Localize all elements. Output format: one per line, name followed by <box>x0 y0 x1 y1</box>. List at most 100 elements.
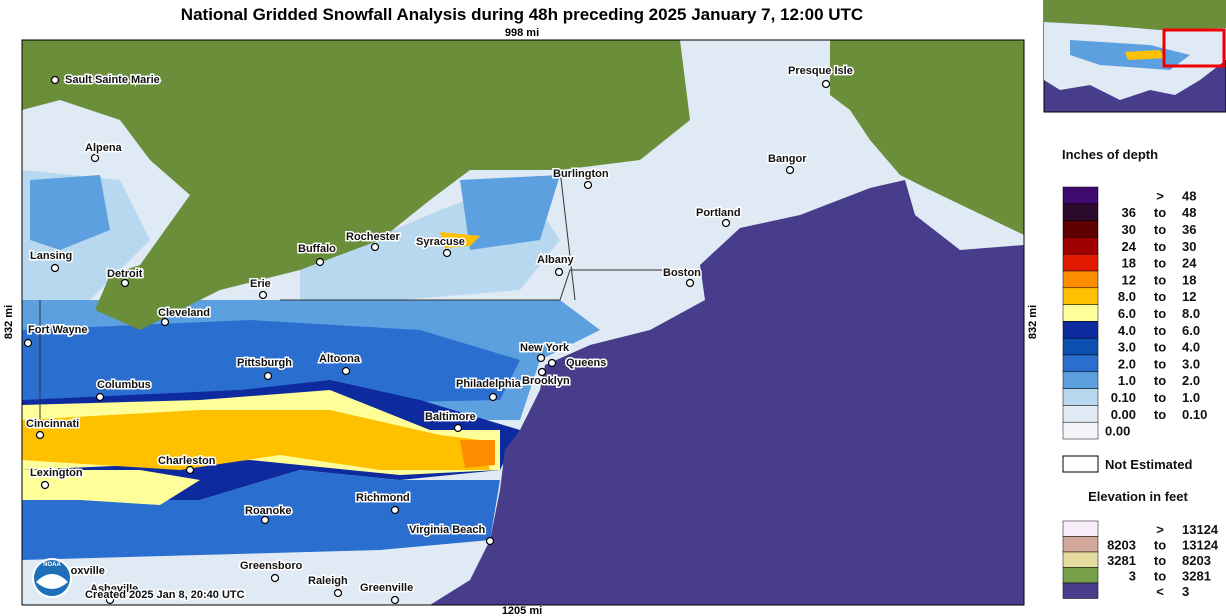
elevation-swatch <box>1062 551 1099 568</box>
city: Greensboro <box>239 559 304 583</box>
snow-sep: to <box>1154 272 1166 287</box>
snow-low: 0.00 <box>1105 424 1130 439</box>
snow-kentucky <box>22 470 200 505</box>
snow-low: 6.0 <box>1118 306 1136 321</box>
snow-swatch <box>1062 371 1099 389</box>
city: Baltimore <box>424 410 477 433</box>
snow-sep: to <box>1154 256 1166 271</box>
city: Richmond <box>355 491 411 515</box>
city: Buffalo <box>297 242 338 267</box>
city-dot <box>120 278 130 288</box>
snow-low: 2.0 <box>1118 356 1136 371</box>
city: Rochester <box>345 230 402 252</box>
city-dot <box>315 257 325 267</box>
city: Greenville <box>359 581 415 605</box>
city: Detroit <box>106 267 144 288</box>
city: New York <box>519 341 571 363</box>
snow-high: 18 <box>1182 272 1196 287</box>
legend: Inches of depth Not Estimated Elevation … <box>1062 147 1219 599</box>
legend-title: Inches of depth <box>1062 147 1158 162</box>
city: Queens <box>547 356 608 371</box>
city-dot <box>583 180 593 190</box>
city-label: Richmond <box>356 492 410 504</box>
city-dot <box>370 242 380 252</box>
city-dot <box>50 263 60 273</box>
elevation-high: 8203 <box>1182 553 1211 568</box>
city: Portland <box>695 206 742 228</box>
city-dot <box>442 248 452 258</box>
elevation-swatch <box>1062 536 1099 553</box>
snow-sep: to <box>1154 340 1166 355</box>
snow-sep: to <box>1154 289 1166 304</box>
snow-high: 8.0 <box>1182 306 1200 321</box>
scale-bottom: 1205 mi <box>502 605 542 616</box>
city-label: Portland <box>696 207 741 219</box>
city-label: Boston <box>663 267 701 279</box>
city-label: Greenville <box>360 582 413 594</box>
snow-sep: to <box>1154 407 1166 422</box>
city-dot <box>390 595 400 605</box>
snow-high: 48 <box>1182 188 1196 203</box>
city-dot <box>453 423 463 433</box>
city-label: Fort Wayne <box>28 324 88 336</box>
snow-syracuse <box>440 232 480 248</box>
snow-swatch <box>1062 237 1099 255</box>
city-label: Bangor <box>768 153 807 165</box>
city: Raleigh <box>307 574 350 598</box>
map-frame <box>21 39 1025 606</box>
inset-map <box>1043 0 1226 113</box>
snow-sep: to <box>1154 390 1166 405</box>
snow-low: 36 <box>1122 205 1136 220</box>
city: Albany <box>536 253 576 277</box>
snow-swatch <box>1062 203 1099 221</box>
snow-swatch <box>1062 354 1099 373</box>
city-dot <box>260 515 270 525</box>
snow-sep: to <box>1154 323 1166 338</box>
city: Pittsburgh <box>236 356 294 381</box>
city-dot <box>270 573 280 583</box>
city-label: Baltimore <box>425 411 476 423</box>
snow-swatch <box>1062 220 1099 238</box>
snow-sep: to <box>1154 239 1166 254</box>
snow-high: 48 <box>1182 205 1196 220</box>
snow-low: 24 <box>1122 239 1137 254</box>
snow-swatch <box>1062 304 1099 322</box>
city: Roanoke <box>244 504 293 525</box>
snow-low: 12 <box>1122 272 1136 287</box>
city-label: Burlington <box>553 168 609 180</box>
snow-swatch <box>1062 321 1099 339</box>
elevation-high: 13124 <box>1182 537 1219 552</box>
snow-high: 0.10 <box>1182 407 1207 422</box>
city-dot <box>536 353 546 363</box>
city-dot <box>105 595 115 605</box>
city: Philadelphia <box>455 377 523 402</box>
city-label: Lansing <box>30 250 72 262</box>
scale-top: 998 mi <box>505 27 539 39</box>
canada <box>22 40 690 330</box>
city-dot <box>95 392 105 402</box>
city: Cleveland <box>157 306 211 327</box>
city-dot <box>23 338 33 348</box>
city-dot <box>40 480 50 490</box>
city-dot <box>721 218 731 228</box>
title: National Gridded Snowfall Analysis durin… <box>181 5 863 24</box>
city-label: Cleveland <box>158 307 210 319</box>
elevation-high: 3 <box>1182 584 1189 599</box>
map: Sault Sainte Marie Alpena Lansing Detroit Fo… <box>21 39 1025 606</box>
snow-sep: to <box>1154 306 1166 321</box>
snow-michigan <box>30 175 110 250</box>
city-dot <box>50 75 60 85</box>
city-label: Alpena <box>85 142 123 154</box>
city: Boston <box>662 266 703 288</box>
city: Syracuse <box>415 235 466 258</box>
city-label: Erie <box>250 278 271 290</box>
city: Sault Sainte Marie <box>50 73 161 88</box>
canada-east <box>830 40 1024 235</box>
city: Brooklyn <box>521 367 571 389</box>
snow-swatch <box>1062 421 1099 440</box>
elevation-swatch <box>1062 582 1099 599</box>
snow-south <box>22 470 500 560</box>
elevation-sep: to <box>1154 568 1166 583</box>
scale-right: 832 mi <box>1027 305 1039 339</box>
